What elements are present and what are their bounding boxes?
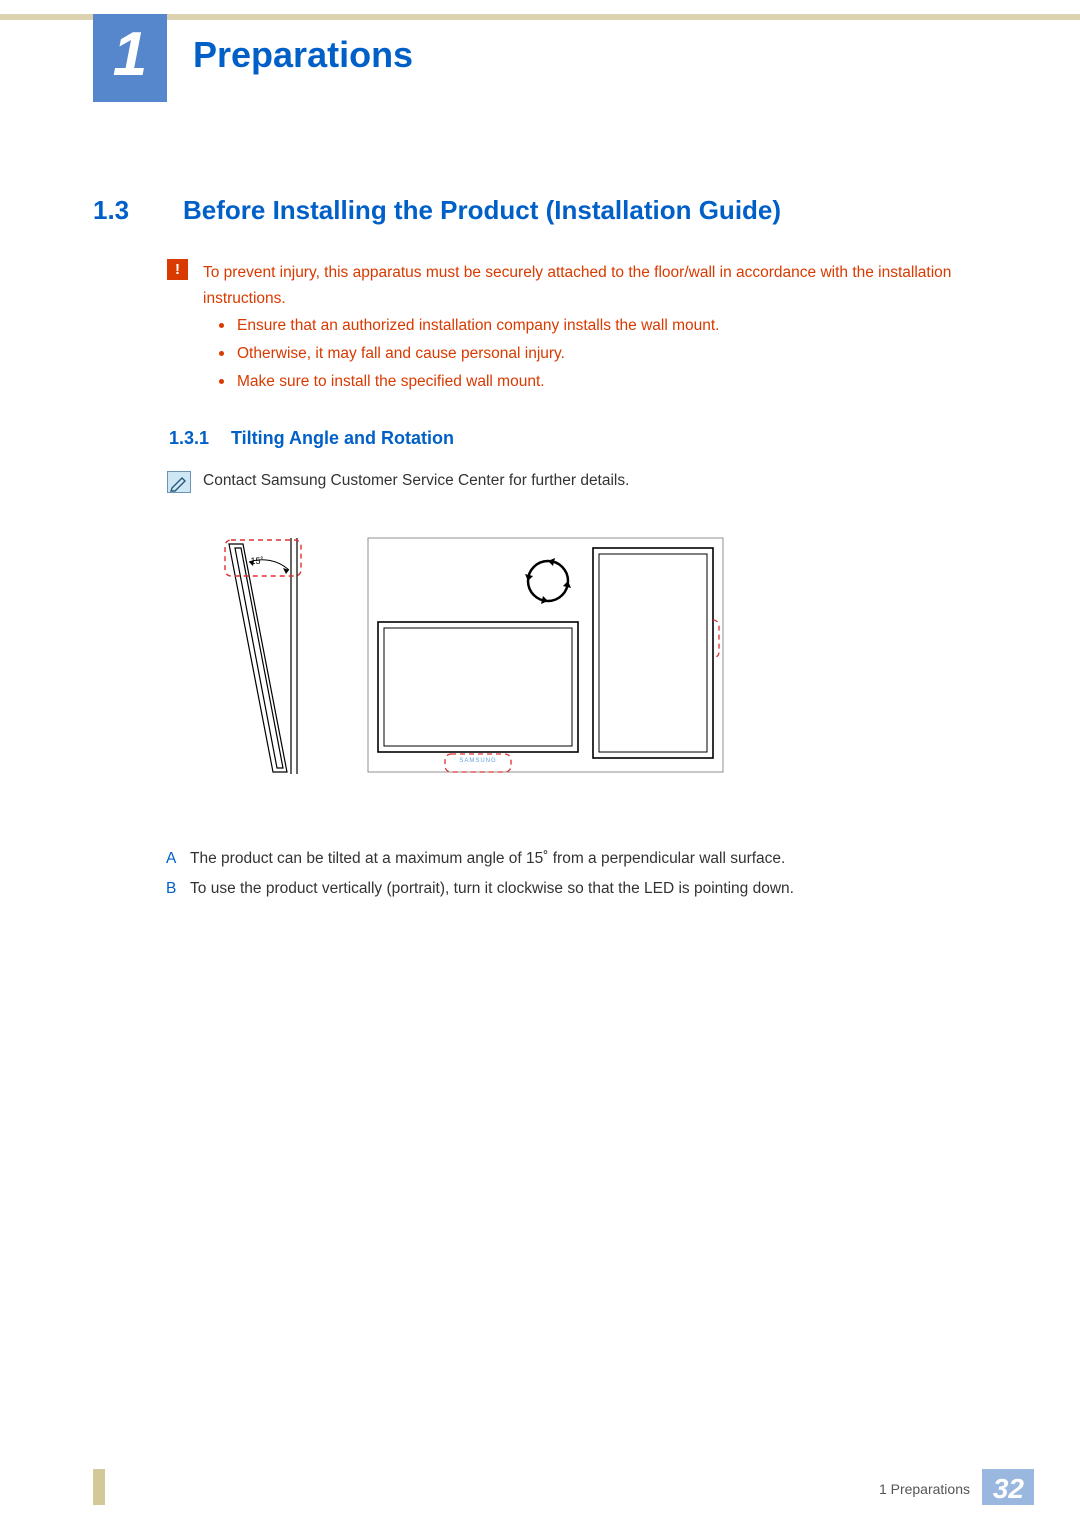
page: 1 Preparations 1.3 Before Installing the… bbox=[0, 0, 1080, 1527]
diagram-logo-label: SAMSUNG bbox=[459, 758, 496, 764]
chapter-badge: 1 bbox=[93, 14, 167, 102]
chapter-title: Preparations bbox=[193, 34, 413, 76]
warning-intro: To prevent injury, this apparatus must b… bbox=[203, 260, 973, 312]
warning-list: Ensure that an authorized installation c… bbox=[203, 312, 973, 396]
explanation-a: A The product can be tilted at a maximum… bbox=[166, 846, 976, 872]
explanation-text: The product can be tilted at a maximum a… bbox=[190, 850, 785, 867]
note-icon bbox=[167, 471, 191, 493]
warning-bullet-text: Make sure to install the specified wall … bbox=[237, 373, 545, 390]
note-text: Contact Samsung Customer Service Center … bbox=[203, 472, 973, 490]
warning-bullet-text: Ensure that an authorized installation c… bbox=[237, 317, 720, 334]
section-title: Before Installing the Product (Installat… bbox=[183, 195, 781, 226]
subsection-title: Tilting Angle and Rotation bbox=[231, 428, 454, 449]
explanation-letter: B bbox=[166, 876, 186, 902]
footer-page-number: 32 bbox=[993, 1473, 1024, 1505]
explanation-b: B To use the product vertically (portrai… bbox=[166, 876, 976, 902]
diagram-angle-label: 15˚ bbox=[250, 556, 263, 566]
warning-bullet: Otherwise, it may fall and cause persona… bbox=[203, 340, 973, 368]
warning-bullet-text: Otherwise, it may fall and cause persona… bbox=[237, 345, 565, 362]
warning-icon: ! bbox=[167, 259, 188, 280]
chapter-number: 1 bbox=[93, 14, 167, 96]
explanation-text: To use the product vertically (portrait)… bbox=[190, 880, 794, 897]
footer-section-label: 1 Preparations bbox=[879, 1481, 970, 1497]
footer-accent-left bbox=[93, 1469, 105, 1505]
subsection-number: 1.3.1 bbox=[169, 428, 209, 449]
section-number: 1.3 bbox=[93, 195, 129, 226]
warning-bullet: Make sure to install the specified wall … bbox=[203, 368, 973, 396]
warning-bullet: Ensure that an authorized installation c… bbox=[203, 312, 973, 340]
tilt-rotation-diagram: 15˚ SAMSUNG bbox=[203, 526, 728, 792]
explanation-letter: A bbox=[166, 846, 186, 872]
